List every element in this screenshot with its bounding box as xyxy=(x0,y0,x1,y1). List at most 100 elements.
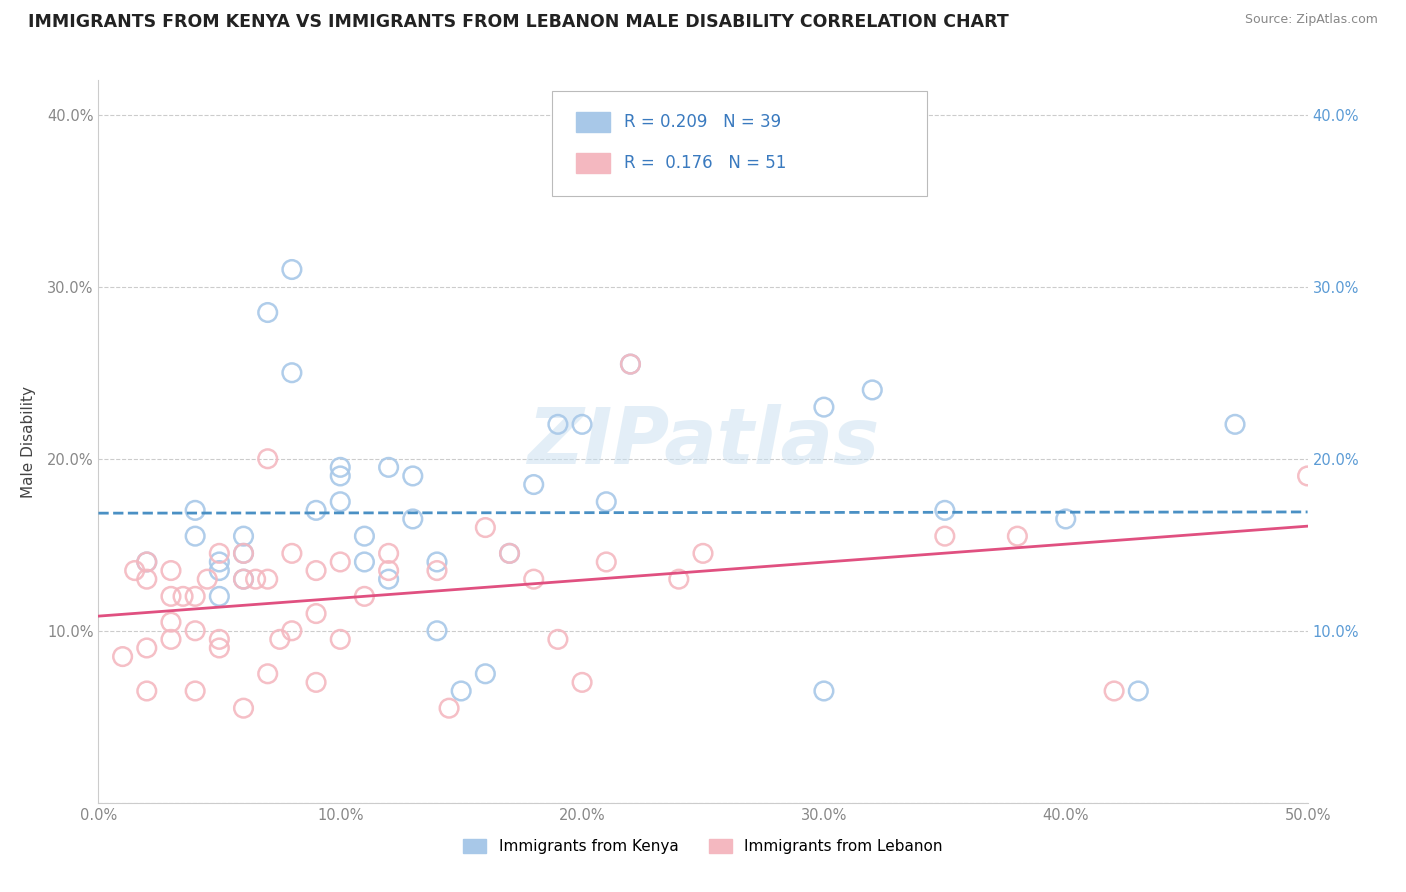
Point xyxy=(232,701,254,715)
Point xyxy=(256,666,278,681)
Point xyxy=(402,469,425,483)
Point xyxy=(353,555,375,569)
Text: R =  0.176   N = 51: R = 0.176 N = 51 xyxy=(624,154,787,172)
FancyBboxPatch shape xyxy=(551,91,927,196)
Point xyxy=(813,400,835,414)
Point xyxy=(135,572,157,586)
Y-axis label: Male Disability: Male Disability xyxy=(21,385,35,498)
Point xyxy=(269,632,291,647)
Point xyxy=(329,469,352,483)
Point xyxy=(619,357,641,371)
Point xyxy=(595,555,617,569)
Point xyxy=(232,572,254,586)
Point xyxy=(160,590,183,604)
Point xyxy=(281,624,304,638)
Point xyxy=(426,624,449,638)
Point xyxy=(934,529,956,543)
Point xyxy=(305,564,328,578)
Point xyxy=(135,555,157,569)
Point xyxy=(377,546,399,560)
Point xyxy=(377,572,399,586)
Point xyxy=(256,451,278,466)
Point xyxy=(329,555,352,569)
Legend: Immigrants from Kenya, Immigrants from Lebanon: Immigrants from Kenya, Immigrants from L… xyxy=(457,833,949,860)
Point xyxy=(184,529,207,543)
Point xyxy=(377,460,399,475)
Point xyxy=(474,520,496,534)
Point xyxy=(668,572,690,586)
Point xyxy=(195,572,218,586)
Point xyxy=(547,632,569,647)
Point xyxy=(498,546,520,560)
Point xyxy=(208,632,231,647)
Point xyxy=(450,684,472,698)
Point xyxy=(305,607,328,621)
Point xyxy=(135,640,157,655)
Text: Source: ZipAtlas.com: Source: ZipAtlas.com xyxy=(1244,13,1378,27)
Point xyxy=(305,503,328,517)
Point xyxy=(232,546,254,560)
Point xyxy=(860,383,883,397)
Point xyxy=(281,366,304,380)
Point xyxy=(571,417,593,432)
Point xyxy=(245,572,267,586)
Point xyxy=(208,555,231,569)
Point xyxy=(474,666,496,681)
Point xyxy=(426,555,449,569)
Point xyxy=(402,512,425,526)
Point xyxy=(232,572,254,586)
Point xyxy=(353,590,375,604)
Point xyxy=(426,564,449,578)
Point xyxy=(1128,684,1150,698)
Point xyxy=(934,503,956,517)
Point xyxy=(124,564,146,578)
FancyBboxPatch shape xyxy=(576,153,610,173)
Point xyxy=(305,675,328,690)
Point xyxy=(281,546,304,560)
Point xyxy=(184,590,207,604)
Point xyxy=(184,684,207,698)
Point xyxy=(329,632,352,647)
Point xyxy=(692,546,714,560)
Point xyxy=(1007,529,1029,543)
Point xyxy=(232,529,254,543)
Point xyxy=(172,590,194,604)
Point xyxy=(1054,512,1077,526)
Point xyxy=(619,357,641,371)
Point xyxy=(135,684,157,698)
Point xyxy=(571,675,593,690)
Point xyxy=(329,494,352,508)
Point xyxy=(208,564,231,578)
Text: IMMIGRANTS FROM KENYA VS IMMIGRANTS FROM LEBANON MALE DISABILITY CORRELATION CHA: IMMIGRANTS FROM KENYA VS IMMIGRANTS FROM… xyxy=(28,13,1010,31)
Point xyxy=(437,701,460,715)
Point xyxy=(184,503,207,517)
Point xyxy=(111,649,134,664)
Point xyxy=(281,262,304,277)
Point xyxy=(813,684,835,698)
Point xyxy=(498,546,520,560)
Point xyxy=(160,615,183,630)
Point xyxy=(547,417,569,432)
Point xyxy=(208,546,231,560)
Point xyxy=(184,624,207,638)
Point xyxy=(256,572,278,586)
Point xyxy=(353,529,375,543)
Point xyxy=(523,572,546,586)
Point xyxy=(595,494,617,508)
Text: ZIPatlas: ZIPatlas xyxy=(527,403,879,480)
Point xyxy=(208,590,231,604)
Point xyxy=(160,564,183,578)
Point xyxy=(1102,684,1125,698)
Point xyxy=(232,546,254,560)
Point xyxy=(1223,417,1246,432)
Point xyxy=(1296,469,1319,483)
Point xyxy=(208,640,231,655)
FancyBboxPatch shape xyxy=(576,112,610,132)
Point xyxy=(523,477,546,491)
Point xyxy=(135,555,157,569)
Text: R = 0.209   N = 39: R = 0.209 N = 39 xyxy=(624,113,782,131)
Point xyxy=(329,460,352,475)
Point xyxy=(256,305,278,319)
Point xyxy=(160,632,183,647)
Point xyxy=(377,564,399,578)
